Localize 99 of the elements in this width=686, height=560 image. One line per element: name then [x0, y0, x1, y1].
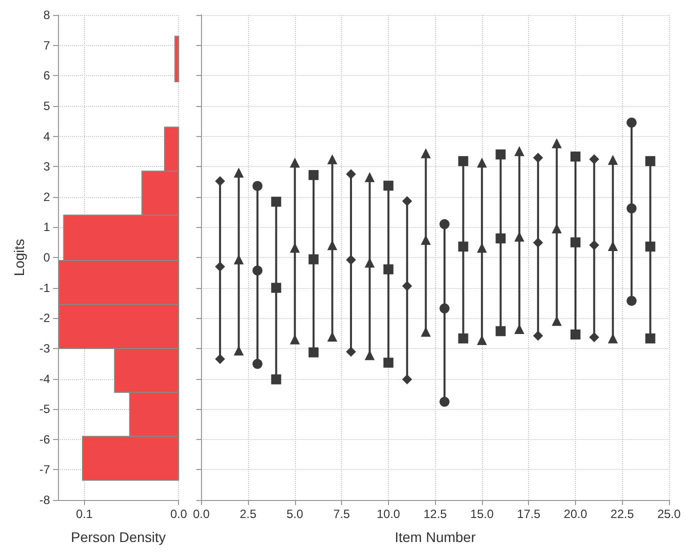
y-tick-label: 5: [43, 98, 50, 113]
point: [420, 326, 431, 337]
y-tick-label: -8: [39, 493, 50, 507]
y-tick-label: 0: [43, 250, 50, 264]
point: [458, 156, 468, 166]
point: [496, 326, 506, 336]
y-tick-label: 4: [43, 129, 50, 144]
point: [533, 238, 544, 248]
y-tick-label: 1: [43, 220, 50, 234]
x-tick-label: 15.0: [470, 507, 494, 521]
point: [476, 158, 487, 168]
y-tick-label: -7: [39, 462, 50, 477]
point: [645, 333, 656, 344]
x-tick-label: 17.5: [517, 507, 541, 521]
point: [402, 196, 412, 206]
point: [364, 350, 375, 360]
x-tick-label: 10.0: [376, 507, 400, 521]
point: [440, 396, 450, 407]
x-tick-label: 0.1: [76, 507, 94, 521]
point: [234, 346, 244, 356]
y-tick-label: -5: [39, 402, 50, 416]
point: [440, 219, 450, 230]
point: [570, 237, 580, 248]
point: [533, 152, 544, 163]
x-tick-label: 2.5: [240, 507, 257, 521]
y-axis-title: Logits: [11, 238, 27, 276]
point: [346, 169, 356, 180]
point: [215, 262, 226, 272]
point: [290, 158, 300, 168]
x-tick-label: 5.0: [286, 507, 304, 521]
point: [645, 242, 656, 252]
point: [458, 333, 468, 344]
point: [234, 168, 244, 178]
point: [570, 329, 580, 340]
point: [496, 149, 506, 160]
point: [308, 170, 319, 180]
y-tick-label: -2: [39, 311, 50, 326]
x-tick-label: 0.0: [192, 507, 210, 521]
x-axis-title: Item Number: [394, 529, 476, 545]
point: [327, 240, 338, 250]
point: [608, 333, 618, 344]
point: [383, 180, 394, 191]
point: [346, 346, 356, 357]
point: [290, 334, 300, 344]
point: [420, 148, 431, 158]
point: [608, 154, 618, 165]
point: [402, 374, 412, 384]
point: [589, 240, 600, 250]
point: [496, 233, 506, 244]
point: [552, 138, 562, 148]
x-tick-label: 20.0: [564, 507, 588, 521]
point: [476, 242, 487, 253]
y-tick-label: -3: [39, 341, 50, 356]
y-tick-label: -4: [39, 372, 50, 386]
point: [308, 347, 319, 358]
point: [589, 332, 600, 342]
x-axis-title: Person Density: [70, 529, 166, 545]
point: [589, 154, 600, 164]
x-tick-label: 7.5: [333, 507, 350, 521]
x-tick-label: 22.5: [610, 507, 634, 521]
point: [458, 242, 468, 252]
point: [327, 332, 338, 342]
point: [271, 282, 282, 293]
point: [626, 296, 637, 306]
x-tick-label: 25.0: [657, 507, 681, 521]
point: [383, 264, 394, 274]
y-tick-label: -6: [39, 432, 50, 446]
point: [252, 266, 262, 276]
point: [346, 254, 356, 265]
point: [252, 358, 262, 369]
point: [215, 354, 226, 364]
point: [514, 324, 524, 334]
point: [252, 180, 262, 191]
point: [514, 146, 524, 156]
x-tick-label: 12.5: [423, 507, 448, 521]
point: [327, 154, 338, 164]
point: [626, 203, 637, 214]
point: [533, 330, 544, 341]
point: [645, 156, 656, 166]
point: [364, 172, 375, 182]
point: [290, 242, 300, 253]
x-tick-label: 0.0: [170, 507, 188, 521]
point: [308, 254, 319, 264]
point: [215, 176, 226, 186]
y-tick-label: -1: [39, 280, 50, 295]
point: [402, 280, 412, 291]
point: [570, 152, 580, 162]
y-tick-label: 3: [43, 160, 50, 174]
y-tick-label: 6: [43, 68, 50, 83]
point: [271, 374, 282, 384]
point: [271, 196, 282, 207]
y-tick-label: 7: [43, 38, 50, 52]
point: [383, 358, 394, 368]
y-tick-label: 8: [43, 8, 50, 22]
point: [440, 303, 450, 314]
point: [514, 232, 524, 242]
point: [364, 258, 375, 268]
y-tick-label: 2: [43, 190, 50, 204]
point: [626, 118, 637, 128]
